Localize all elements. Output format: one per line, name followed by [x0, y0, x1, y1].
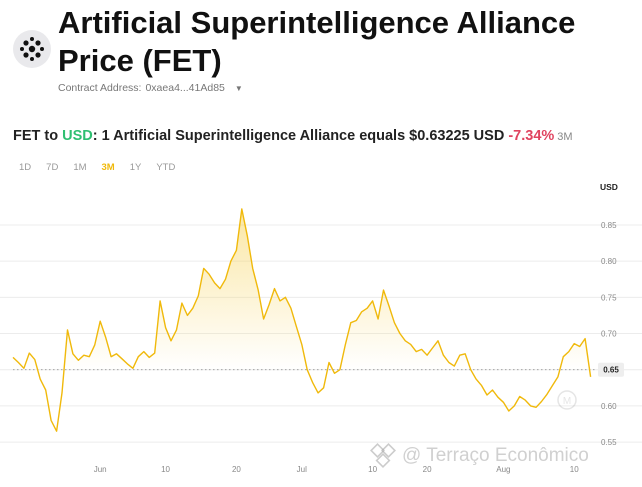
price-line[interactable] [12, 208, 592, 432]
watermark-icon [370, 443, 396, 468]
change-period: 3M [557, 131, 573, 143]
price-change: -7.34% [508, 128, 555, 144]
x-tick-label: Jun [94, 465, 107, 474]
chart-watermark-icon: M [557, 390, 577, 410]
x-tick-label: Aug [496, 465, 510, 474]
contract-label: Contract Address: [58, 82, 142, 94]
x-tick-label: 10 [570, 465, 579, 474]
contract-value[interactable]: 0xaea4...41Ad85 [145, 82, 225, 94]
headline-quote-currency[interactable]: USD [62, 128, 93, 144]
svg-text:M: M [563, 396, 571, 407]
y-tick-label: 0.55 [601, 438, 617, 447]
range-1d[interactable]: 1D [19, 162, 32, 173]
x-axis: Jun 10 20 Jul 10 20 Aug 10 [94, 465, 579, 474]
headline-to: to [40, 128, 63, 144]
y-axis: 0.55 0.60 0.65 0.70 0.75 0.80 0.85 [601, 221, 617, 447]
range-7d[interactable]: 7D [46, 162, 59, 173]
watermark-text: @ Terraço Econômico [402, 445, 589, 466]
fet-logo-icon [13, 30, 51, 68]
y-axis-label: USD [600, 182, 618, 192]
last-price-label: 0.65 [603, 366, 619, 375]
x-tick-label: 10 [161, 465, 170, 474]
page-title: Artificial Superintelligence Alliance Pr… [58, 5, 576, 78]
x-tick-label: 20 [423, 465, 432, 474]
y-tick-label: 0.80 [601, 257, 617, 266]
y-tick-label: 0.60 [601, 402, 617, 411]
chart-grid [0, 224, 642, 443]
range-selector: 1D 7D 1M 3M 1Y YTD [19, 162, 190, 173]
x-tick-label: 10 [368, 465, 377, 474]
x-tick-label: Jul [297, 465, 307, 474]
last-price-tag-bg [598, 362, 624, 377]
range-1m[interactable]: 1M [73, 162, 87, 173]
price-chart[interactable]: USD 0.55 0.60 0.65 0.70 0.75 0.80 0.85 Jun 10 20… [0, 176, 642, 482]
range-3m[interactable]: 3M [101, 162, 115, 173]
watermark: @ Terraço Econômico [370, 443, 589, 469]
y-tick-label: 0.85 [601, 221, 617, 230]
contract-address[interactable]: Contract Address: 0xaea4...41Ad85 ▼ [58, 82, 243, 94]
x-tick-label: 20 [232, 465, 241, 474]
price-headline: FET to USD: 1 Artificial Superintelligen… [13, 128, 573, 144]
last-price-tag: 0.65 [598, 362, 624, 377]
price-chart-svg[interactable]: USD 0.55 0.60 0.65 0.70 0.75 0.80 0.85 Jun 10 20… [0, 176, 642, 482]
fet-logo-glyph [20, 37, 44, 61]
range-ytd[interactable]: YTD [156, 162, 176, 173]
headline-text: : 1 Artificial Superintelligence Allianc… [92, 128, 505, 144]
headline-pair: FET [13, 128, 41, 144]
y-tick-label: 0.70 [601, 330, 617, 339]
chevron-down-icon[interactable]: ▼ [234, 83, 243, 93]
y-tick-label: 0.75 [601, 293, 617, 302]
range-1y[interactable]: 1Y [129, 162, 142, 173]
